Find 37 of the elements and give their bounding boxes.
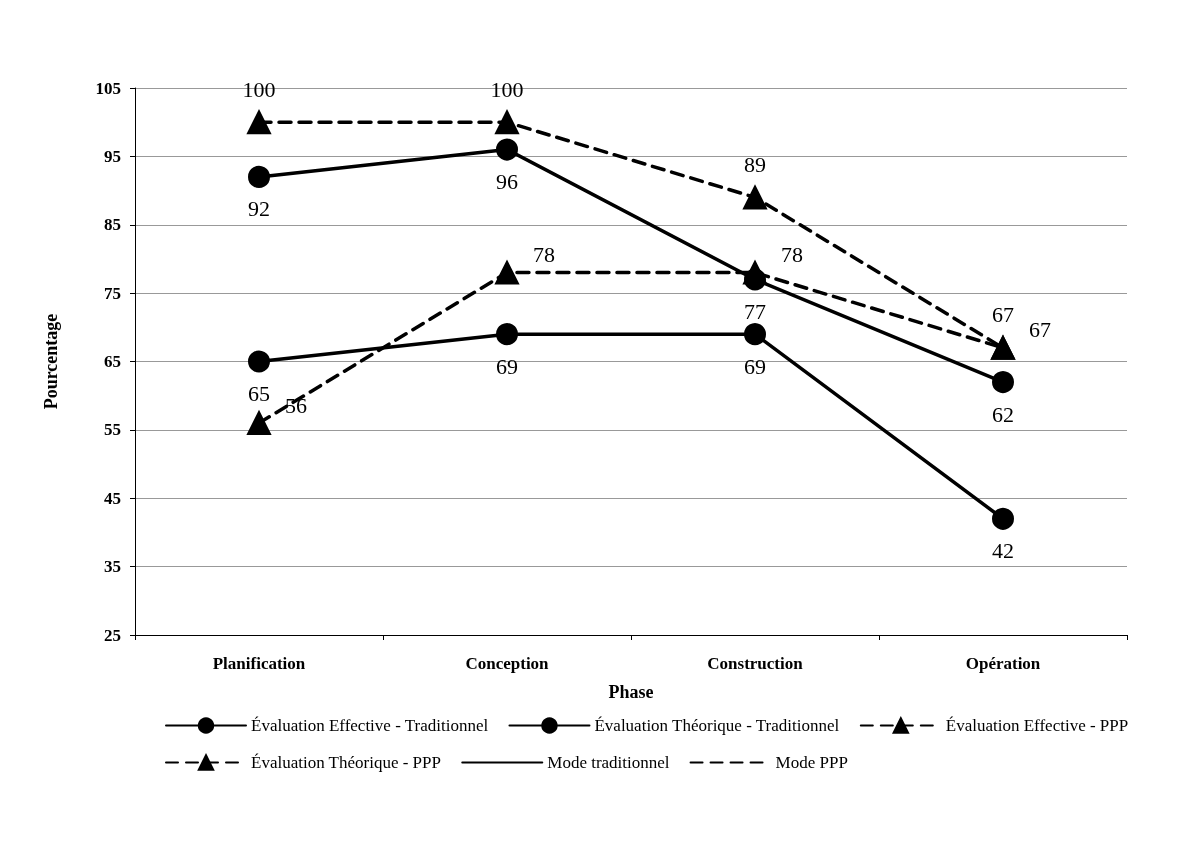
data-label: 67 (992, 302, 1014, 328)
data-label: 67 (1029, 317, 1051, 343)
data-label: 56 (285, 392, 307, 418)
y-tick-label: 25 (104, 625, 121, 645)
y-tick-label: 55 (104, 420, 121, 440)
data-label: 69 (744, 353, 766, 379)
x-tick-label: Planification (212, 654, 306, 673)
data-label: 96 (496, 169, 518, 195)
data-label: 92 (248, 196, 270, 222)
legend-label: Évaluation Effective - PPP (945, 716, 1129, 735)
data-label: 69 (496, 353, 518, 379)
data-label: 100 (242, 76, 276, 102)
data-label: 65 (248, 381, 270, 406)
legend-label: Évaluation Théorique - PPP (251, 753, 441, 772)
y-tick-label: 75 (104, 283, 121, 303)
x-tick-label: Construction (707, 654, 804, 673)
data-label: 78 (781, 242, 803, 268)
x-tick-label: Conception (465, 654, 550, 673)
data-label: 62 (992, 401, 1014, 427)
data-label: 100 (490, 76, 524, 102)
legend-label: Mode traditionnel (547, 753, 670, 772)
x-axis-title: Phase (608, 682, 654, 702)
legend-label: Évaluation Théorique - Traditionnel (594, 716, 840, 735)
data-label: 42 (992, 538, 1014, 564)
data-label: 89 (744, 151, 766, 177)
y-tick-label: 65 (104, 352, 121, 371)
y-tick-label: 95 (104, 146, 121, 166)
legend-label: Mode PPP (775, 753, 848, 772)
y-tick-label: 45 (104, 488, 121, 508)
x-tick-label: Opération (965, 654, 1041, 673)
y-axis-title: Pourcentage (41, 313, 61, 410)
legend-label: Évaluation Effective - Traditionnel (251, 716, 489, 735)
data-label: 78 (533, 242, 555, 268)
y-tick-label: 35 (104, 557, 121, 577)
y-tick-label: 85 (104, 215, 121, 235)
y-tick-label: 105 (95, 78, 121, 98)
data-label: 77 (744, 298, 766, 324)
